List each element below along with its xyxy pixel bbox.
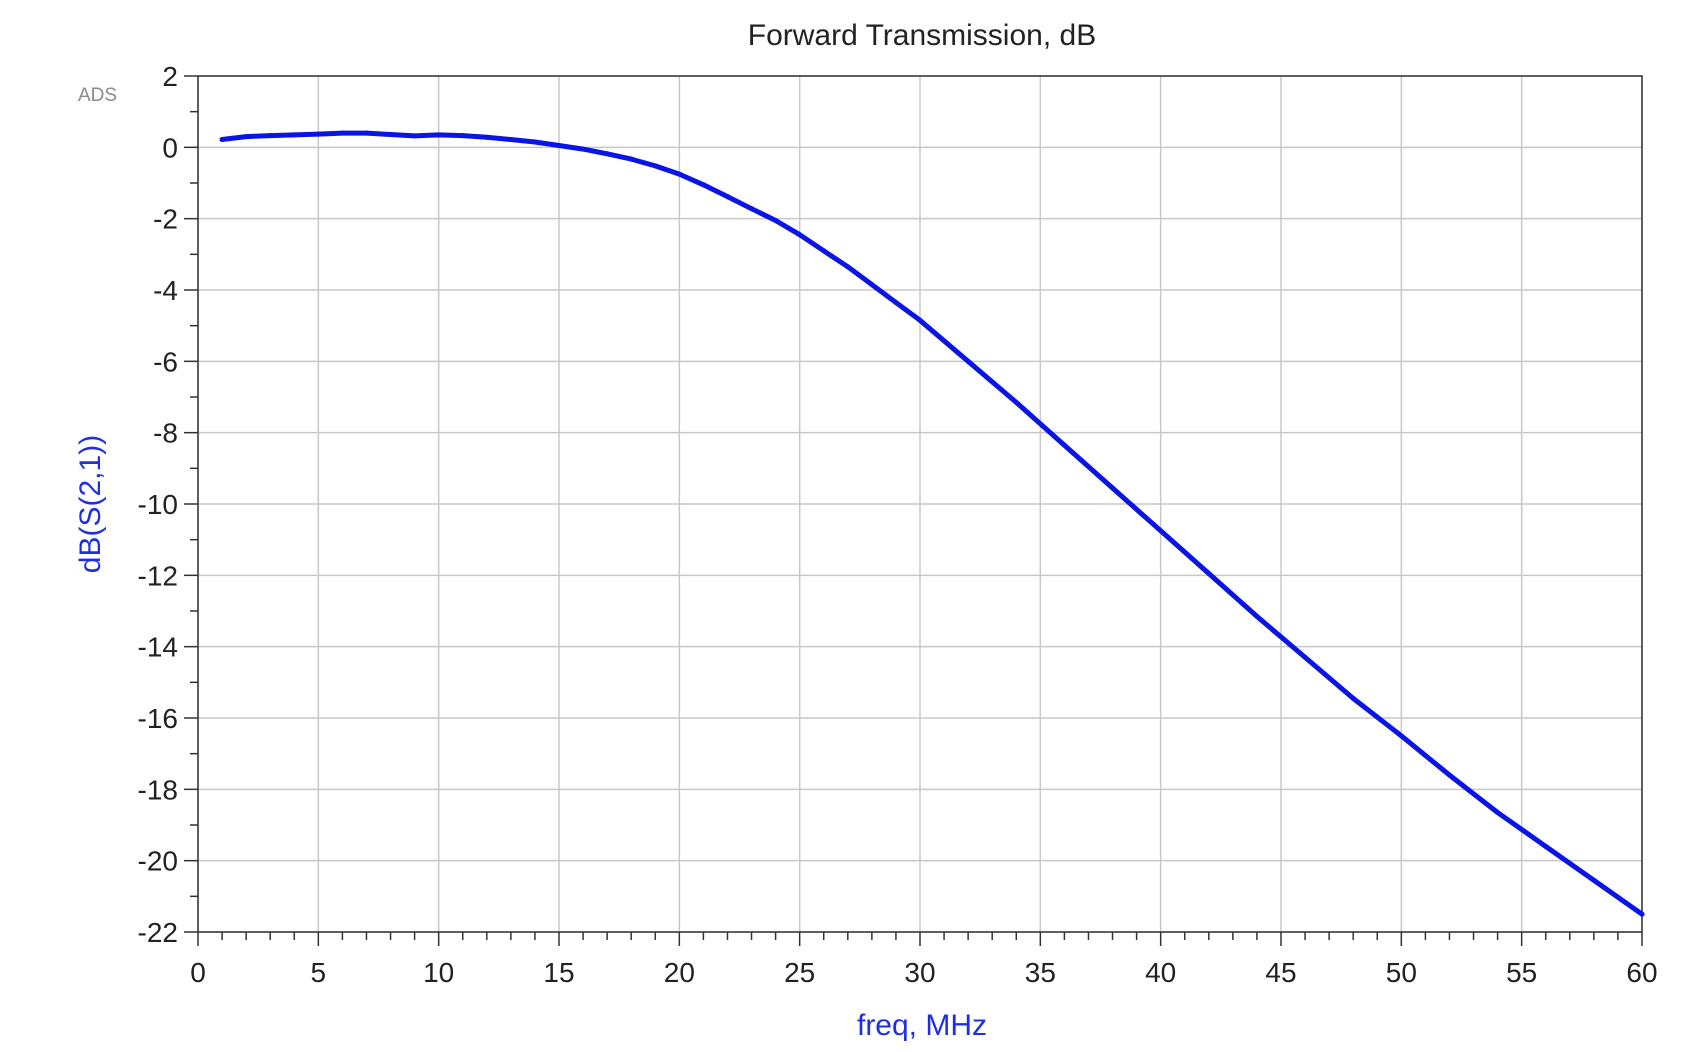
- y-tick-label: -22: [138, 917, 178, 948]
- y-axis-label: dB(S(2,1)): [74, 435, 107, 573]
- series-point: [676, 171, 682, 177]
- y-tick-label: -4: [153, 275, 178, 306]
- series-point: [1639, 911, 1645, 917]
- y-tick-labels: 2 0 -2 -4 -6 -8 -10 -12 -14 -16 -18 -20 -22: [138, 61, 178, 948]
- series-point: [1013, 399, 1019, 405]
- series-point: [315, 131, 321, 137]
- y-tick-label: -6: [153, 346, 178, 377]
- series-point: [1446, 772, 1452, 778]
- series-point: [291, 132, 297, 138]
- series-point: [1591, 877, 1597, 883]
- y-tick-label: -14: [138, 632, 178, 663]
- x-tick-label: 30: [904, 957, 935, 988]
- series-point: [339, 130, 345, 136]
- y-tick-label: 2: [162, 61, 178, 92]
- y-tick-label: 0: [162, 132, 178, 163]
- x-tick-label: 25: [784, 957, 815, 988]
- y-tick-label: -20: [138, 846, 178, 877]
- axis-ticks: [184, 75, 1643, 946]
- series-point: [484, 134, 490, 140]
- x-tick-label: 45: [1265, 957, 1296, 988]
- series-point: [219, 136, 225, 142]
- series-point: [508, 136, 514, 142]
- series-point: [821, 248, 827, 254]
- series-point: [532, 139, 538, 145]
- series-point: [604, 151, 610, 157]
- series-point: [388, 131, 394, 137]
- y-tick-label: -2: [153, 204, 178, 235]
- series-point: [628, 156, 634, 162]
- series-point: [845, 264, 851, 270]
- series-point: [1495, 810, 1501, 816]
- series-point: [363, 130, 369, 136]
- series-point: [797, 232, 803, 238]
- series-point: [1206, 571, 1212, 577]
- series-point: [1302, 654, 1308, 660]
- series-point: [749, 206, 755, 212]
- x-tick-label: 55: [1506, 957, 1537, 988]
- series-point: [1398, 733, 1404, 739]
- series-point: [556, 143, 562, 149]
- ads-logo: ADS: [78, 85, 117, 106]
- x-tick-label: 15: [543, 957, 574, 988]
- y-tick-label: -10: [138, 489, 178, 520]
- series-point: [460, 133, 466, 139]
- series-point: [1543, 843, 1549, 849]
- series-point: [580, 146, 586, 152]
- x-tick-label: 5: [311, 957, 327, 988]
- series-point: [436, 132, 442, 138]
- series-point: [893, 299, 899, 305]
- y-tick-label: -16: [138, 703, 178, 734]
- series-point: [1158, 528, 1164, 534]
- x-tick-label: 10: [423, 957, 454, 988]
- series-point: [243, 134, 249, 140]
- series-point: [1110, 485, 1116, 491]
- x-tick-label: 50: [1386, 957, 1417, 988]
- x-tick-label: 35: [1025, 957, 1056, 988]
- x-tick-label: 60: [1626, 957, 1657, 988]
- series-point: [917, 317, 923, 323]
- series-points: [219, 130, 1645, 917]
- y-tick-label: -18: [138, 774, 178, 805]
- series-point: [965, 358, 971, 364]
- series-point: [412, 133, 418, 139]
- series-point: [1350, 695, 1356, 701]
- series-point: [724, 194, 730, 200]
- series-point: [652, 163, 658, 169]
- series-point: [700, 182, 706, 188]
- series-point: [773, 217, 779, 223]
- series-point: [869, 282, 875, 288]
- x-axis-label: freq, MHz: [857, 1009, 987, 1042]
- y-tick-label: -12: [138, 560, 178, 591]
- series-point: [1254, 613, 1260, 619]
- x-tick-label: 40: [1145, 957, 1176, 988]
- x-tick-label: 20: [664, 957, 695, 988]
- x-tick-labels: 0 5 10 15 20 25 30 35 40 45 50 55 60: [190, 957, 1657, 988]
- series-point: [267, 133, 273, 139]
- series-point: [1061, 442, 1067, 448]
- y-tick-label: -8: [153, 418, 178, 449]
- x-tick-label: 0: [190, 957, 206, 988]
- chart-title: Forward Transmission, dB: [748, 19, 1096, 52]
